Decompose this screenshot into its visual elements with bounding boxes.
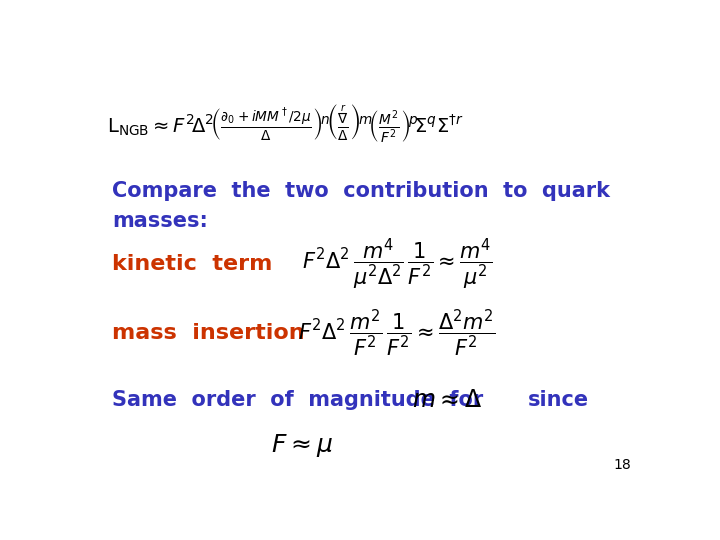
Text: $F^2\Delta^2\,\dfrac{m^4}{\mu^2\Delta^2}\,\dfrac{1}{F^2}\approx \dfrac{m^4}{\mu^: $F^2\Delta^2\,\dfrac{m^4}{\mu^2\Delta^2}… <box>302 237 492 292</box>
Text: $F^2\Delta^2\,\dfrac{m^2}{F^2}\,\dfrac{1}{F^2}\approx \dfrac{\Delta^2 m^2}{F^2}$: $F^2\Delta^2\,\dfrac{m^2}{F^2}\,\dfrac{1… <box>298 307 496 359</box>
Text: mass  insertion: mass insertion <box>112 323 305 343</box>
Text: Same  order  of  magnitude  for: Same order of magnitude for <box>112 389 484 409</box>
Text: Compare  the  two  contribution  to  quark
masses:: Compare the two contribution to quark ma… <box>112 181 611 231</box>
Text: 18: 18 <box>613 458 631 472</box>
Text: since: since <box>528 389 589 409</box>
Text: kinetic  term: kinetic term <box>112 254 273 274</box>
Text: $m \approx \Delta$: $m \approx \Delta$ <box>412 388 482 411</box>
Text: $\mathrm{L}_{\mathrm{NGB}} \approx F^2\!\Delta^2 \!\left(\frac{\partial_0 + iMM^: $\mathrm{L}_{\mathrm{NGB}} \approx F^2\!… <box>107 102 464 145</box>
Text: $F \approx \mu$: $F \approx \mu$ <box>271 432 333 459</box>
